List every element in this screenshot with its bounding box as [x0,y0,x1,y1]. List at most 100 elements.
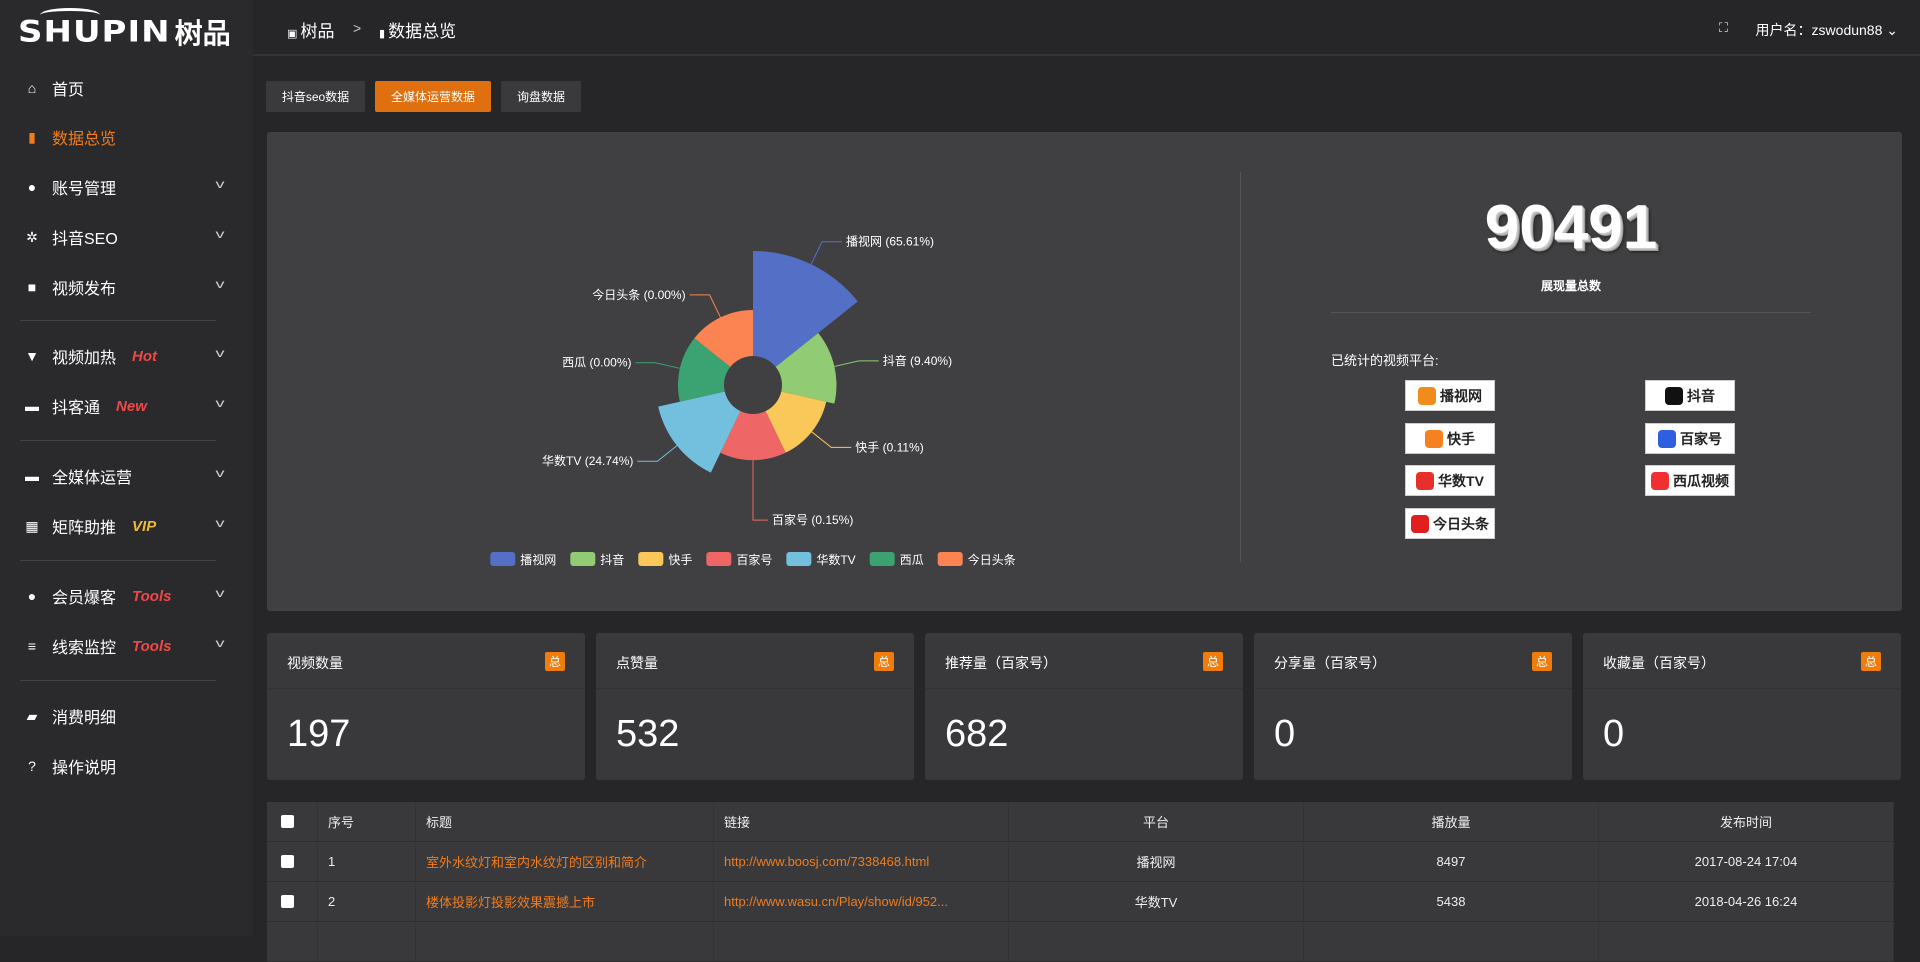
legend-label[interactable]: 百家号 [736,552,772,567]
column-header[interactable]: 标题 [416,802,714,841]
row-checkbox[interactable] [281,855,294,868]
legend-swatch[interactable] [638,552,664,566]
stat-value: 0 [1603,713,1625,755]
slice-label: 快手 (0.11%) [855,440,923,454]
tab-all-media[interactable]: 全媒体运营数据 [375,81,491,112]
chevron-down-icon[interactable]: v [215,227,225,241]
legend-swatch[interactable] [869,552,895,566]
stat-value: 532 [616,713,680,755]
chevron-down-icon[interactable]: v [215,586,225,600]
total-badge: 总 [873,652,894,671]
pie-slice[interactable] [658,391,741,473]
chevron-down-icon[interactable]: v [215,346,225,360]
stat-card: 分享量（百家号） 总 0 [1254,633,1572,780]
legend-swatch[interactable] [937,552,963,566]
sidebar-item-10[interactable]: ≡ 线索监控 Tools v [0,626,253,666]
wallet-icon: ▰ [26,707,38,724]
legend-label[interactable]: 播视网 [520,552,556,567]
chevron-down-icon[interactable]: v [215,177,225,191]
slice-label: 西瓜 (0.00%) [562,356,631,370]
logo[interactable]: SHUPIN 树品 [18,8,231,52]
sidebar-item-4[interactable]: ■ 视频发布 v [0,267,253,307]
home-icon: ⌂ [27,80,37,96]
table-cell[interactable]: http://www.wasu.cn/Play/show/id/952... [714,882,1009,921]
sidebar-item-label: 操作说明 [52,760,117,777]
legend-label[interactable]: 西瓜 [900,553,924,567]
table-cell: 8497 [1304,842,1599,881]
table-cell[interactable] [416,922,714,961]
stat-title: 推荐量（百家号） [945,655,1057,671]
bar-chart-icon: ▮ [379,28,389,40]
table-cell[interactable]: 室外水纹灯和室内水纹灯的区别和简介 [416,842,714,881]
tab-inquiry[interactable]: 询盘数据 [501,81,581,112]
platform-logo: 西瓜视频 [1645,465,1735,496]
stat-card: 视频数量 总 197 [267,633,585,780]
column-header[interactable]: 序号 [318,802,416,841]
sidebar-item-2[interactable]: ● 账号管理 v [0,167,253,207]
chevron-down-icon[interactable]: v [215,277,225,291]
sidebar-item-11[interactable]: ▰ 消费明细 [0,696,253,736]
table-cell [1304,922,1599,961]
label-line [752,460,768,521]
sidebar-item-5[interactable]: ▼ 视频加热 Hot v [0,336,253,376]
chevron-down-icon[interactable]: v [215,396,225,410]
sidebar-divider [20,680,216,681]
platform-logo: 华数TV [1405,465,1495,496]
select-all-checkbox[interactable] [281,815,294,828]
sidebar-item-label: 首页 [52,82,85,99]
sidebar: SHUPIN 树品 ⌂ 首页 ▮ 数据总览 ● 账号管理 v ✲ 抖音SEO v … [0,0,253,936]
label-line [635,362,680,369]
sidebar-item-label: 抖音SEO [52,231,118,248]
legend-swatch[interactable] [786,552,812,566]
table-cell[interactable]: http://www.boosj.com/7338468.html [714,842,1009,881]
table-cell[interactable] [714,922,1009,961]
table-cell: 华数TV [1009,882,1304,921]
table-cell[interactable]: 楼体投影灯投影效果震撼上市 [416,882,714,921]
pie-slice[interactable] [694,310,753,367]
sidebar-item-1[interactable]: ▮ 数据总览 [0,117,253,157]
table-cell [318,922,416,961]
sidebar-item-3[interactable]: ✲ 抖音SEO v [0,217,253,257]
column-header[interactable]: 平台 [1009,802,1304,841]
column-header[interactable]: 链接 [714,802,1009,841]
sidebar-item-8[interactable]: ▦ 矩阵助推 VIP v [0,506,253,546]
legend-label[interactable]: 华数TV [816,552,855,567]
sidebar-tag: VIP [132,517,157,535]
table-cell: 播视网 [1009,842,1304,881]
user-menu[interactable]: 用户名：zswodun88 ⌄ [1755,22,1898,38]
sidebar-item-12[interactable]: ? 操作说明 [0,746,253,786]
table-cell: 2 [318,882,416,921]
pie-slice[interactable] [720,411,786,461]
breadcrumb-home[interactable]: ▣ 树品 [287,22,335,41]
sidebar-item-label: 矩阵助推 [52,520,117,537]
slice-label: 今日头条 (0.00%) [592,287,685,302]
legend-swatch[interactable] [570,552,596,566]
gear-icon: ✲ [26,228,38,245]
legend-swatch[interactable] [490,552,516,566]
chevron-down-icon[interactable]: v [215,636,225,650]
sidebar-divider [20,440,216,441]
column-header[interactable]: 播放量 [1304,802,1599,841]
pie-slice[interactable] [765,391,827,453]
sidebar-item-6[interactable]: ▬ 抖客通 New v [0,386,253,426]
fullscreen-icon[interactable]: ⛶ [1718,20,1728,35]
stat-title: 分享量（百家号） [1274,655,1386,671]
legend-label[interactable]: 今日头条 [968,552,1016,567]
pie-slice[interactable] [753,251,858,367]
user-icon: ● [27,588,37,604]
chevron-down-icon[interactable]: v [215,466,225,480]
total-impressions: 90491 [1484,193,1658,262]
legend-label[interactable]: 抖音 [600,552,624,567]
sidebar-item-7[interactable]: ▬ 全媒体运营 v [0,456,253,496]
row-checkbox[interactable] [281,895,294,908]
column-header[interactable]: 发布时间 [1599,802,1894,841]
table-row: 1 室外水纹灯和室内水纹灯的区别和简介 http://www.boosj.com/7… [267,842,1894,882]
sidebar-item-0[interactable]: ⌂ 首页 [0,68,253,108]
chevron-down-icon[interactable]: v [215,516,225,530]
pie-slice[interactable] [775,332,837,404]
legend-swatch[interactable] [706,552,732,566]
pie-slice[interactable] [678,338,731,402]
tab-douyin-seo[interactable]: 抖音seo数据 [266,81,365,112]
sidebar-item-9[interactable]: ● 会员爆客 Tools v [0,576,253,616]
legend-label[interactable]: 快手 [668,553,692,567]
